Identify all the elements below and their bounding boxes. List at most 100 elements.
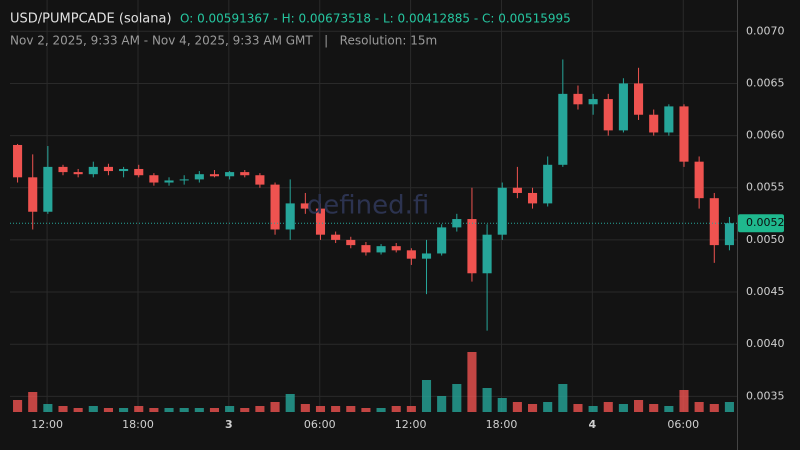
last-price-label: 0.0052 xyxy=(746,216,785,229)
volume-bar xyxy=(649,404,659,412)
y-tick-label: 0.0045 xyxy=(746,285,785,298)
volume-bar xyxy=(164,408,174,412)
candle-body xyxy=(255,175,265,185)
volume-bar xyxy=(43,404,53,412)
x-tick-label: 12:00 xyxy=(395,418,427,431)
volume-bar xyxy=(679,390,689,412)
volume-bar xyxy=(13,400,23,412)
volume-bar xyxy=(194,408,204,412)
candle-body xyxy=(209,174,220,177)
ohlc-text: O: 0.00591367 - H: 0.00673518 - L: 0.004… xyxy=(180,12,571,26)
candle-body xyxy=(543,164,553,204)
candle-body xyxy=(724,223,734,246)
candle-body xyxy=(376,246,386,253)
candle-body xyxy=(194,174,204,180)
candle-body xyxy=(406,250,416,259)
y-tick-label: 0.0065 xyxy=(746,76,785,89)
candle-body xyxy=(527,192,538,204)
x-tick-label: 3 xyxy=(225,418,233,431)
volume-bar xyxy=(497,398,507,412)
volume-bar xyxy=(573,404,583,412)
y-tick-label: 0.0035 xyxy=(746,389,785,402)
volume-bar xyxy=(285,394,295,412)
candle-body xyxy=(421,253,432,259)
x-tick-label: 06:00 xyxy=(304,418,336,431)
y-tick-label: 0.0070 xyxy=(746,24,785,37)
volume-bar xyxy=(694,402,704,412)
volume-bar xyxy=(28,392,38,412)
volume-bar xyxy=(709,404,719,412)
volume-bar xyxy=(58,406,68,412)
volume-bar xyxy=(209,408,220,412)
candle-body xyxy=(149,175,159,183)
candle-body xyxy=(588,99,598,105)
volume-bar xyxy=(346,406,356,412)
volume-bar xyxy=(240,408,250,412)
volume-bar xyxy=(391,406,401,412)
volume-bar xyxy=(225,406,235,412)
candle-body xyxy=(452,219,462,228)
volume-bar xyxy=(634,400,644,412)
candle-body xyxy=(28,177,38,212)
candle-body xyxy=(240,172,250,176)
candle-body xyxy=(497,187,507,235)
candle-body xyxy=(225,172,235,177)
candle-body xyxy=(649,114,659,133)
volume-bar xyxy=(482,388,492,412)
y-tick-label: 0.0040 xyxy=(746,337,785,350)
candle-body xyxy=(361,245,371,253)
volume-bar xyxy=(603,402,613,412)
chart-title: USD/PUMPCADE (solana) xyxy=(10,12,172,27)
volume-bar xyxy=(452,384,462,412)
candle-body xyxy=(103,166,113,172)
candle-body xyxy=(679,106,689,162)
watermark: defined.fi xyxy=(307,191,430,221)
volume-bar xyxy=(331,406,341,412)
volume-bar xyxy=(558,384,568,412)
volume-bar xyxy=(255,406,265,412)
y-tick-label: 0.0060 xyxy=(746,129,785,142)
volume-bar xyxy=(724,402,734,412)
candle-body xyxy=(134,168,144,176)
candle-body xyxy=(315,208,326,235)
volume-bar xyxy=(512,402,522,412)
x-tick-label: 18:00 xyxy=(122,418,154,431)
volume-bar xyxy=(527,404,538,412)
candle-body xyxy=(512,187,522,193)
candle-body xyxy=(709,198,719,246)
volume-bar xyxy=(406,406,416,412)
candle-body xyxy=(13,144,23,178)
volume-bar xyxy=(437,396,447,412)
volume-bar xyxy=(134,406,144,412)
candle-body xyxy=(88,166,98,175)
volume-bar xyxy=(179,408,189,412)
candle-body xyxy=(573,93,583,105)
volume-bar xyxy=(376,408,386,412)
volume-bar xyxy=(467,352,477,412)
y-tick-label: 0.0055 xyxy=(746,181,785,194)
candle-body xyxy=(467,219,477,274)
volume-bar xyxy=(664,406,674,412)
candle-body xyxy=(618,83,628,131)
candle-body xyxy=(58,166,68,173)
x-tick-label: 12:00 xyxy=(31,418,63,431)
candle-body xyxy=(43,166,53,212)
x-tick-label: 18:00 xyxy=(486,418,518,431)
plot xyxy=(10,0,737,412)
candle-body xyxy=(346,239,356,246)
volume-bar xyxy=(270,402,280,412)
x-tick-label: 4 xyxy=(589,418,597,431)
volume-bar xyxy=(361,408,371,412)
y-tick-label: 0.0050 xyxy=(746,233,785,246)
candle-body xyxy=(164,180,174,183)
candle-body xyxy=(558,93,568,165)
candle-body xyxy=(603,99,613,131)
volume-bar xyxy=(421,380,432,412)
volume-bar xyxy=(588,406,598,412)
volume-bar xyxy=(73,408,83,412)
candle-body xyxy=(664,106,674,133)
candle-body xyxy=(437,227,447,254)
volume-bar xyxy=(119,408,129,412)
